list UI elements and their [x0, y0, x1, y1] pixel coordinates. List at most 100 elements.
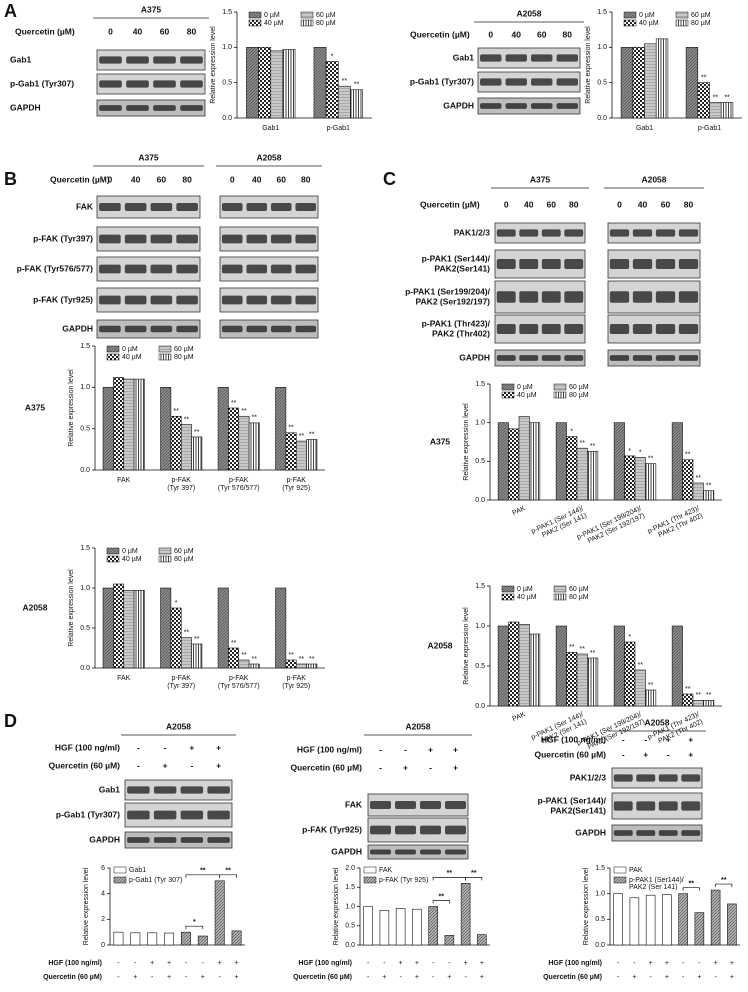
- condition-mark: +: [415, 974, 419, 981]
- blot-band: [556, 103, 578, 109]
- bar: [113, 583, 125, 669]
- blot-band: [395, 849, 416, 855]
- legend-label: 40 µM: [122, 354, 142, 361]
- bar: [576, 653, 588, 707]
- dose-label: 80: [563, 29, 573, 39]
- blot-band: [678, 258, 699, 270]
- legend-swatch: [113, 866, 127, 874]
- legend-label: 0 µM: [517, 384, 533, 391]
- condition-mark: +: [216, 742, 221, 752]
- blot-row-label: FAK: [76, 201, 94, 211]
- significance: **: [299, 656, 305, 663]
- dose-label: 0: [108, 174, 113, 184]
- blot-row-label: p-FAK (Tyr925): [302, 824, 362, 834]
- significance: **: [695, 692, 701, 699]
- condition-mark: -: [432, 960, 435, 967]
- blot-band: [609, 323, 630, 335]
- legend-label: 40 µM: [122, 556, 142, 563]
- legend-swatch: [248, 11, 262, 19]
- row-label: A2058: [427, 640, 452, 650]
- bar: [624, 455, 636, 501]
- condition-label: HGF (100 ng/ml): [48, 960, 102, 967]
- blot-row-label: GAPDH: [575, 827, 606, 837]
- condition-mark: -: [219, 974, 222, 981]
- significance: **: [701, 75, 707, 82]
- legend-label: p-FAK (Tyr 925): [379, 877, 428, 884]
- legend-swatch: [106, 547, 120, 555]
- blot-band: [180, 810, 204, 820]
- blot-row-label: Gab1: [10, 54, 32, 64]
- bar: [508, 621, 520, 707]
- blot-row-label: FAK: [345, 799, 363, 809]
- legend-swatch: [158, 345, 172, 353]
- blot-band: [124, 264, 147, 274]
- bar: [170, 607, 182, 669]
- bar: [671, 625, 683, 707]
- condition-mark: +: [216, 760, 221, 770]
- legend-swatch: [675, 19, 689, 27]
- blot-band: [678, 291, 699, 303]
- condition-mark: -: [448, 960, 451, 967]
- bar: [632, 47, 645, 119]
- bar: [497, 422, 509, 501]
- condition-mark: -: [633, 960, 636, 967]
- y-tick-label: 2: [101, 916, 105, 923]
- significance: **: [309, 656, 315, 663]
- y-tick-label: 1.0: [345, 903, 355, 910]
- y-tick-label: 6: [101, 865, 105, 872]
- bar: [624, 641, 636, 707]
- bar: [720, 102, 734, 119]
- blot-band: [176, 325, 198, 333]
- dose-label: 40: [133, 26, 143, 36]
- y-tick-label: 0.5: [595, 916, 605, 923]
- blot-band: [609, 291, 630, 303]
- treatment-label: Quercetin (µM): [410, 29, 470, 39]
- significance: **: [569, 644, 575, 651]
- blot-band: [153, 80, 176, 88]
- blot-band: [153, 56, 176, 64]
- blot-strip: [219, 319, 319, 339]
- legend-label: 0 µM: [517, 586, 533, 593]
- legend-label: FAK: [379, 867, 393, 874]
- treatment-label: Quercetin (µM): [420, 199, 480, 209]
- significance: **: [288, 425, 294, 432]
- condition-mark: +: [447, 974, 451, 981]
- condition-label: HGF (100 ng/ml): [297, 744, 362, 754]
- blot-strip: [96, 319, 201, 339]
- blot-band: [99, 264, 121, 274]
- blot-band: [505, 103, 527, 109]
- y-tick-label: 0.5: [80, 625, 90, 632]
- condition-mark: +: [428, 744, 433, 754]
- y-axis-label: Relative expression level: [210, 26, 217, 104]
- bar: [238, 415, 250, 471]
- blot-title: A375: [141, 4, 162, 14]
- dose-label: 60: [537, 29, 547, 39]
- blot-band: [295, 234, 317, 244]
- blot-band: [295, 203, 317, 211]
- blot-row-label: GAPDH: [443, 100, 474, 110]
- blot-band: [420, 849, 441, 855]
- y-tick-label: 0: [101, 942, 105, 949]
- bar: [160, 587, 172, 669]
- bar: [671, 422, 683, 501]
- condition-mark: +: [403, 762, 408, 772]
- condition-mark: +: [150, 960, 154, 967]
- blot-band: [655, 291, 676, 303]
- blot-band: [370, 849, 391, 855]
- condition-mark: -: [714, 974, 717, 981]
- legend-swatch: [501, 383, 515, 391]
- x-tick-label: p-FAK: [287, 477, 307, 484]
- bar: [629, 897, 640, 946]
- blot-band: [127, 810, 150, 820]
- condition-mark: +: [665, 974, 669, 981]
- legend-label: 80 µM: [174, 556, 194, 563]
- bar: [217, 387, 229, 471]
- condition-mark: -: [399, 974, 402, 981]
- blot-band: [655, 355, 676, 361]
- bar: [238, 659, 250, 669]
- row-label: A375: [25, 402, 46, 412]
- x-tick-label: p-Gab1: [698, 125, 721, 132]
- condition-mark: -: [202, 960, 205, 967]
